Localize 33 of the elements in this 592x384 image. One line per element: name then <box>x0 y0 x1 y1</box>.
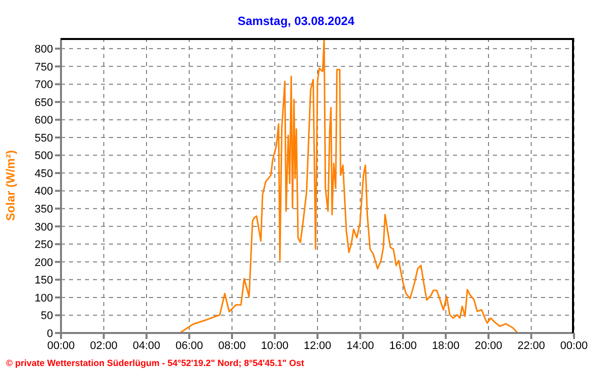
y-tick-label: 700 <box>34 79 53 92</box>
y-tick-label: 550 <box>34 132 53 144</box>
y-tick-label: 50 <box>40 310 53 322</box>
y-tick-label: 150 <box>34 274 53 287</box>
y-tick-label: 500 <box>34 150 53 162</box>
chart-title: Samstag, 03.08.2024 <box>236 14 356 28</box>
y-axis-title: Solar (W/m²) <box>3 150 18 221</box>
x-tick-label: 18:00 <box>432 340 460 352</box>
x-tick-label: 04:00 <box>132 340 160 352</box>
x-tick-label: 10:00 <box>260 340 289 352</box>
y-tick-label: 650 <box>34 96 53 109</box>
x-tick-label: 00:00 <box>47 340 75 352</box>
text: © private Wetterstation Süderlügum - 54°52'19.2" Nord; 8°54'45.1" Ost <box>6 358 304 368</box>
y-tick-label: 250 <box>34 239 53 252</box>
x-tick-label: 02:00 <box>90 340 118 352</box>
x-tick-label: 06:00 <box>175 340 204 352</box>
y-tick-label: 400 <box>34 186 53 198</box>
x-tick-label: 14:00 <box>346 340 374 352</box>
x-tick-label: 20:00 <box>474 340 502 352</box>
x-tick-label: 22:00 <box>517 340 546 352</box>
y-tick-label: 300 <box>34 221 53 234</box>
y-tick-label: 0 <box>46 328 53 340</box>
y-tick-label: 450 <box>34 168 53 180</box>
y-tick-label: 100 <box>34 292 53 304</box>
x-tick-label: 00:00 <box>560 340 588 352</box>
x-tick-label: 08:00 <box>218 340 246 352</box>
x-tick-label: 16:00 <box>389 340 417 352</box>
y-tick-label: 600 <box>34 114 53 127</box>
y-tick-label: 750 <box>34 61 53 74</box>
y-tick-label: 800 <box>34 44 53 56</box>
y-tick-label: 200 <box>34 256 53 269</box>
y-tick-label: 350 <box>34 204 53 216</box>
x-tick-label: 12:00 <box>304 340 332 352</box>
